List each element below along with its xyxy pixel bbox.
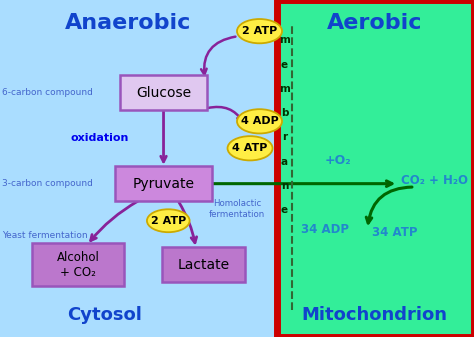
Text: 4 ADP: 4 ADP: [241, 116, 278, 126]
Ellipse shape: [228, 136, 273, 160]
Text: Glucose: Glucose: [136, 86, 191, 100]
Ellipse shape: [147, 209, 190, 232]
Text: Alcohol
+ CO₂: Alcohol + CO₂: [57, 250, 100, 279]
Text: Homolactic
fermentation: Homolactic fermentation: [209, 199, 265, 219]
FancyBboxPatch shape: [162, 247, 246, 282]
Text: 34 ATP: 34 ATP: [372, 226, 418, 239]
Text: +O₂: +O₂: [325, 154, 351, 167]
Text: Aerobic: Aerobic: [327, 13, 422, 33]
Text: Cytosol: Cytosol: [67, 306, 142, 324]
Text: e: e: [281, 60, 288, 70]
Text: CO₂ + H₂O: CO₂ + H₂O: [401, 174, 467, 187]
Text: r: r: [282, 132, 287, 143]
Text: e: e: [281, 205, 288, 215]
Text: 2 ATP: 2 ATP: [151, 216, 186, 226]
Text: Pyruvate: Pyruvate: [133, 177, 194, 191]
Text: 4 ATP: 4 ATP: [232, 143, 268, 153]
Text: n: n: [281, 181, 288, 191]
Ellipse shape: [237, 109, 282, 133]
Text: 34 ADP: 34 ADP: [301, 223, 349, 236]
Text: Yeast fermentation: Yeast fermentation: [2, 232, 88, 240]
FancyBboxPatch shape: [115, 166, 212, 201]
Text: m: m: [279, 84, 290, 94]
FancyBboxPatch shape: [119, 75, 207, 111]
Text: 6-carbon compound: 6-carbon compound: [2, 88, 93, 97]
Text: a: a: [281, 157, 288, 167]
FancyBboxPatch shape: [277, 0, 474, 337]
FancyBboxPatch shape: [32, 243, 124, 286]
Text: b: b: [281, 108, 288, 118]
Text: m: m: [279, 35, 290, 45]
Text: Mitochondrion: Mitochondrion: [301, 306, 447, 324]
Text: 3-carbon compound: 3-carbon compound: [2, 179, 93, 188]
Text: Anaerobic: Anaerobic: [65, 13, 191, 33]
Text: 2 ATP: 2 ATP: [242, 26, 277, 36]
Text: oxidation: oxidation: [70, 133, 129, 143]
Ellipse shape: [237, 19, 282, 43]
Text: Lactate: Lactate: [178, 257, 230, 272]
